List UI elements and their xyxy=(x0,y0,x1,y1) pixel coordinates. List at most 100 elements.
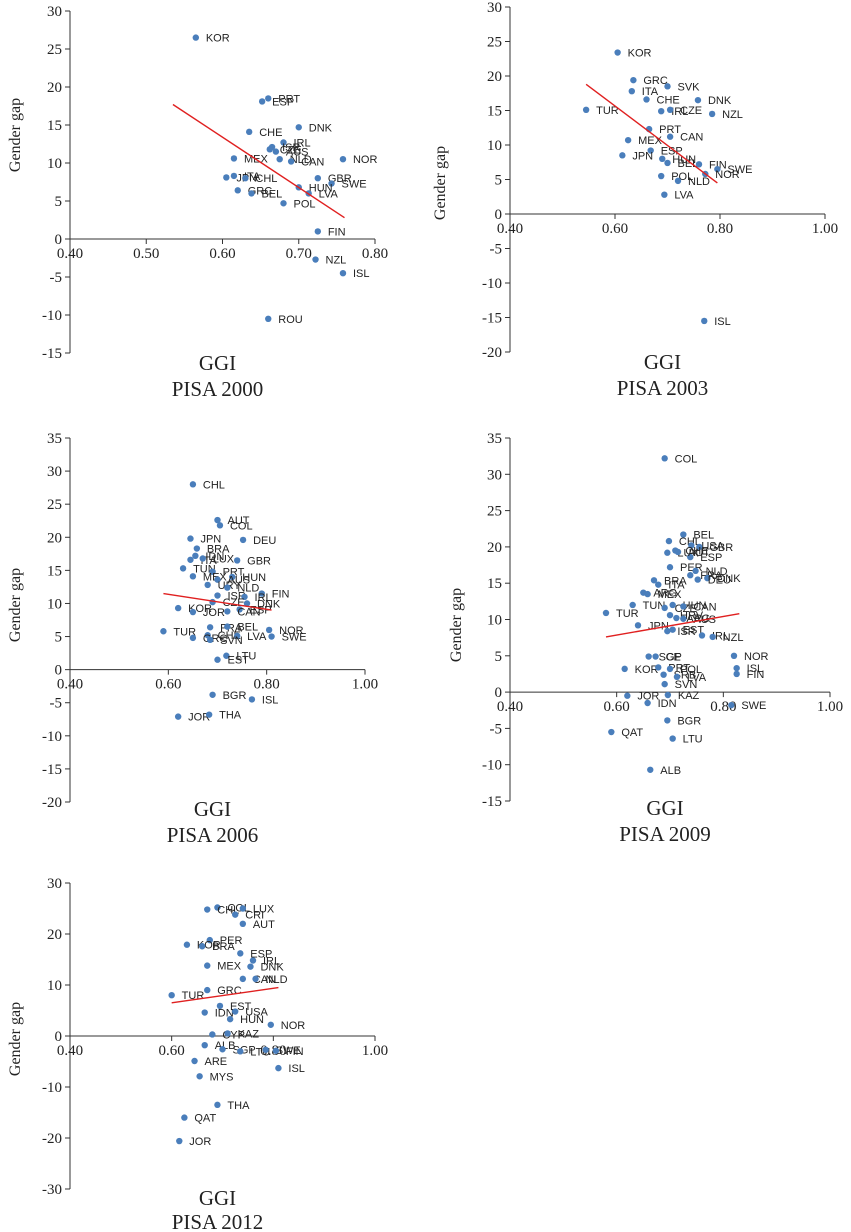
data-label-tur: TUR xyxy=(616,608,639,620)
data-label-ltu: LTU xyxy=(683,734,703,746)
data-label-nld: NLD xyxy=(688,176,710,188)
data-point-chl xyxy=(242,175,249,182)
data-label-tur: TUR xyxy=(173,626,196,638)
data-label-lva: LVA xyxy=(674,190,694,202)
trend-line xyxy=(171,986,279,1004)
data-label-che: CHE xyxy=(657,94,680,106)
y-tick-label: 15 xyxy=(47,118,62,134)
y-tick-label: 30 xyxy=(47,464,62,480)
data-label-bel: BEL xyxy=(237,622,258,634)
y-tick-label: -15 xyxy=(482,311,502,327)
data-point-can xyxy=(680,603,687,610)
data-label-nld: NLD xyxy=(706,566,728,578)
data-point-hun xyxy=(659,155,666,162)
data-label-idn: IDN xyxy=(658,698,677,710)
data-label-prt: PRT xyxy=(668,662,690,674)
y-tick-label: 10 xyxy=(47,596,62,612)
data-label-sgp: SGP xyxy=(659,652,682,664)
data-point-can xyxy=(666,133,674,140)
data-label-kor: KOR xyxy=(628,48,652,60)
data-label-svk: SVK xyxy=(678,81,701,93)
data-point-irl xyxy=(658,107,665,115)
data-point-lva xyxy=(673,673,681,681)
data-point-lux xyxy=(199,555,206,562)
data-label-chl: CHL xyxy=(203,479,225,491)
x-tick-label: 1.00 xyxy=(817,699,843,715)
data-label-nor: NOR xyxy=(353,154,378,166)
data-label-est: EST xyxy=(683,625,705,637)
x-axis-title: GGI xyxy=(644,350,681,374)
y-tick-label: -5 xyxy=(490,242,503,258)
data-label-bra: BRA xyxy=(207,544,230,556)
data-point-gbr xyxy=(233,557,241,564)
data-label-hun: HUN xyxy=(309,182,333,194)
y-tick-label: -10 xyxy=(42,308,62,324)
data-point-nor xyxy=(339,156,347,163)
data-point-est xyxy=(214,656,221,663)
y-tick-label: -5 xyxy=(50,696,63,712)
data-point-hun xyxy=(669,601,676,609)
chart-title: PISA 2000 xyxy=(172,377,264,401)
data-point-svk xyxy=(664,83,671,90)
data-label-irl: IRL xyxy=(263,956,280,968)
data-label-pol: POL xyxy=(294,198,316,210)
data-label-swe: SWE xyxy=(342,179,367,191)
data-point-jor xyxy=(176,1137,183,1145)
data-point-chl xyxy=(189,481,197,488)
y-tick-label: 0 xyxy=(495,685,503,701)
data-label-deu: DEU xyxy=(253,535,276,547)
data-label-esp: ESP xyxy=(250,948,272,960)
data-point-tun xyxy=(629,601,636,609)
y-tick-label: -20 xyxy=(42,1131,62,1147)
data-label-dnk: DNK xyxy=(708,95,732,107)
data-point-can xyxy=(287,158,295,165)
data-point-sgp xyxy=(645,653,652,660)
x-tick-label: 0.60 xyxy=(155,677,181,693)
data-label-dnk: DNK xyxy=(257,598,281,610)
data-label-cze: CZE xyxy=(675,603,697,615)
data-label-irl: IRL xyxy=(294,137,311,149)
data-point-cyp xyxy=(209,1031,216,1038)
x-tick-label: 1.00 xyxy=(352,677,378,693)
data-point-col xyxy=(216,522,224,529)
data-label-aus: AUS xyxy=(228,575,251,587)
y-tick-label: 20 xyxy=(487,540,502,556)
data-point-grc xyxy=(234,187,241,194)
data-label-can: CAN xyxy=(253,974,276,986)
data-point-mex xyxy=(204,962,211,969)
data-point-swe xyxy=(268,633,275,640)
data-label-usa: USA xyxy=(701,540,724,552)
data-label-nor: NOR xyxy=(279,625,304,637)
trend-line xyxy=(585,83,718,184)
data-point-isl xyxy=(275,1064,282,1072)
data-label-kaz: KAZ xyxy=(238,1028,260,1040)
y-tick-label: 35 xyxy=(47,431,62,447)
data-label-hun: HUN xyxy=(683,600,707,612)
data-label-col: COL xyxy=(227,902,250,914)
data-point-mex xyxy=(230,155,238,162)
x-tick-label: 0.60 xyxy=(604,699,630,715)
data-point-cze xyxy=(661,604,668,612)
data-point-nor xyxy=(730,652,738,659)
data-point-can xyxy=(224,608,231,615)
data-point-tur xyxy=(168,992,175,999)
data-point-ce xyxy=(652,653,659,660)
data-point-per xyxy=(206,936,213,944)
data-point-tur xyxy=(160,628,167,635)
data-label-nor: NOR xyxy=(715,169,740,181)
data-label-irl: IRL xyxy=(671,106,688,118)
data-point-svn xyxy=(206,636,214,644)
data-point-kor xyxy=(183,941,191,948)
y-tick-label: 10 xyxy=(487,138,502,154)
data-point-prt xyxy=(265,95,272,102)
data-point-swe xyxy=(328,180,335,187)
data-point-jor xyxy=(624,692,631,699)
data-point-hun xyxy=(229,573,236,581)
data-point-bel xyxy=(224,623,231,630)
data-label-aut: AUT xyxy=(253,919,275,931)
data-point-nzl xyxy=(708,110,716,118)
data-label-nld: NLD xyxy=(266,974,288,986)
x-tick-label: 0.40 xyxy=(57,246,83,262)
data-point-arg xyxy=(673,614,680,622)
